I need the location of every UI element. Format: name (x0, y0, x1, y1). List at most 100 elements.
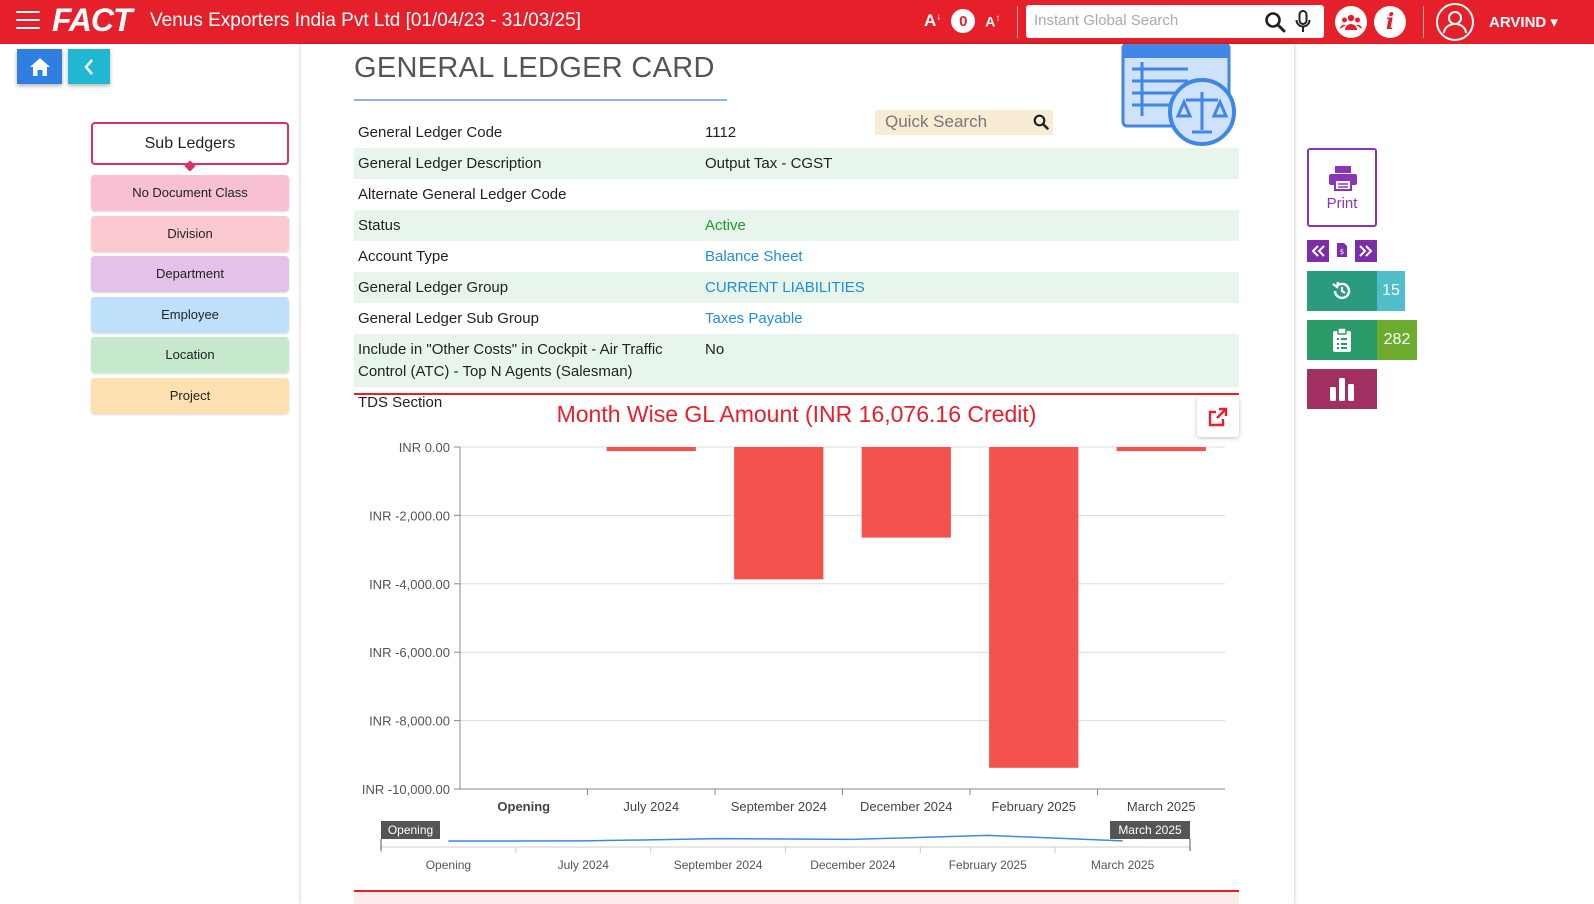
home-button[interactable] (17, 49, 62, 84)
y-tick-label: INR 0.00 (399, 440, 450, 455)
last-record-button[interactable] (1355, 240, 1377, 262)
navigator-label: Opening (426, 858, 471, 872)
table-row: Alternate General Ledger Code (354, 179, 1239, 210)
navigator-label: September 2024 (674, 858, 763, 872)
field-value[interactable]: Taxes Payable (705, 310, 803, 327)
field-label: Alternate General Ledger Code (358, 186, 567, 203)
first-record-button[interactable] (1307, 240, 1329, 262)
documents-count: 282 (1377, 320, 1417, 360)
chart-bar (861, 447, 951, 538)
y-tick-label: INR -2,000.00 (369, 508, 450, 523)
back-button[interactable] (68, 49, 110, 84)
document-icon[interactable]: $ (1336, 240, 1348, 260)
svg-text:$: $ (1340, 248, 1344, 256)
table-row: TDS Section (354, 387, 1239, 418)
team-icon[interactable] (1335, 6, 1367, 38)
microphone-icon[interactable] (1295, 10, 1311, 34)
search-icon[interactable] (1033, 114, 1049, 130)
open-external-button[interactable] (1197, 397, 1239, 437)
sub-ledger-item[interactable]: Division (91, 215, 289, 252)
search-icon[interactable] (1264, 11, 1286, 33)
table-row: Account Type Balance Sheet (354, 241, 1239, 272)
field-value: No (705, 341, 725, 358)
font-level-badge: 0 (951, 9, 976, 33)
ledger-details-table: General Ledger Code 1112 General Ledger De… (354, 117, 1239, 418)
external-link-icon (1208, 407, 1228, 427)
table-row: General Ledger Description Output Tax - C… (354, 148, 1239, 179)
clipboard-icon (1307, 320, 1377, 360)
double-chevron-left-icon (1311, 245, 1325, 257)
print-label: Print (1326, 195, 1358, 212)
bar-chart: INR 0.00 INR -2,000.00 INR -4,000.00 INR -6… (362, 440, 1225, 872)
ledger-card: GENERAL LEDGER CARD General Ledger Code 1… (301, 44, 1294, 904)
x-tick-label: September 2024 (731, 799, 827, 814)
sub-ledger-item[interactable]: No Document Class (91, 175, 289, 211)
bar-chart-icon (1307, 369, 1377, 409)
info-icon[interactable]: i (1374, 6, 1406, 38)
sub-ledger-item[interactable]: Location (91, 337, 289, 374)
navigator-series (448, 834, 1123, 842)
navigator-start-handle-bg (381, 821, 440, 839)
history-icon (1307, 271, 1377, 311)
table-row: Status Active (354, 210, 1239, 241)
field-label: TDS Section (358, 394, 443, 411)
font-increase-button[interactable]: A↑ (985, 12, 1001, 30)
field-value[interactable]: Balance Sheet (705, 248, 803, 265)
user-menu[interactable]: ARVIND ▾ (1489, 14, 1558, 31)
table-row: General Ledger Group CURRENT LIABILITIES (354, 272, 1239, 303)
navigator-label: December 2024 (810, 858, 896, 872)
quick-search-input[interactable] (885, 112, 1025, 132)
print-button[interactable]: Print (1307, 148, 1377, 227)
field-label: General Ledger Code (358, 124, 503, 141)
field-value: 1112 (705, 124, 737, 141)
top-bar: FACT Venus Exporters India Pvt Ltd [01/0… (0, 0, 1594, 44)
chart-title: Month Wise GL Amount (INR 16,076.16 Cred… (556, 401, 1037, 427)
chart-bar (606, 447, 696, 452)
x-tick-label: July 2024 (623, 799, 679, 814)
field-value: Output Tax - CGST (705, 155, 833, 172)
global-search-box (1026, 5, 1324, 38)
field-value[interactable]: CURRENT LIABILITIES (705, 279, 865, 296)
x-tick-label: February 2025 (991, 799, 1076, 814)
quick-search-box (875, 110, 1053, 135)
field-label: General Ledger Description (358, 155, 542, 172)
table-row: General Ledger Code 1112 (354, 117, 1239, 148)
chart-bar (989, 447, 1079, 768)
sub-ledger-item[interactable]: Project (91, 378, 289, 414)
sub-ledger-item[interactable]: Department (91, 256, 289, 293)
table-row: Include in "Other Costs" in Cockpit - Ai… (354, 334, 1239, 387)
field-value (705, 179, 1239, 210)
y-tick-label: INR -4,000.00 (369, 577, 450, 592)
menu-icon[interactable] (16, 11, 40, 33)
y-tick-label: INR -6,000.00 (369, 645, 450, 660)
font-decrease-button[interactable]: A↓ (924, 11, 942, 30)
double-chevron-right-icon (1359, 245, 1373, 257)
x-tick-label: Opening (497, 799, 550, 814)
x-tick-label: December 2024 (860, 799, 953, 814)
table-row: General Ledger Sub Group Taxes Payable (354, 303, 1239, 334)
navigator-start-handle: Opening (388, 823, 433, 837)
documents-card[interactable]: 282 (1307, 320, 1417, 360)
x-tick-label: March 2025 (1127, 799, 1196, 814)
printer-icon (1329, 166, 1357, 191)
y-tick-label: INR -8,000.00 (369, 714, 450, 729)
app-logo[interactable]: FACT (52, 2, 133, 38)
sub-ledgers-title[interactable]: Sub Ledgers (91, 122, 289, 165)
home-icon (29, 57, 50, 76)
page-title: GENERAL LEDGER CARD (354, 52, 715, 84)
sub-ledger-item[interactable]: Employee (91, 296, 289, 333)
field-label: General Ledger Group (358, 279, 509, 296)
chart-bar (734, 447, 824, 580)
history-card[interactable]: 15 (1307, 271, 1405, 311)
navigator-label: February 2025 (949, 858, 1027, 872)
user-avatar-icon[interactable] (1436, 3, 1474, 41)
chart-bar (1116, 447, 1206, 452)
field-label: General Ledger Sub Group (358, 310, 539, 327)
month-wise-chart: Month Wise GL Amount (INR 16,076.16 Cred… (354, 393, 1239, 880)
analytics-card[interactable] (1307, 369, 1377, 409)
navigator-end-handle-bg (1110, 821, 1190, 839)
y-tick-label: INR -10,000.00 (362, 782, 450, 797)
ledger-balance-icon (1121, 44, 1236, 146)
global-search-input[interactable] (1034, 12, 1259, 29)
navigator-label: March 2025 (1091, 858, 1155, 872)
